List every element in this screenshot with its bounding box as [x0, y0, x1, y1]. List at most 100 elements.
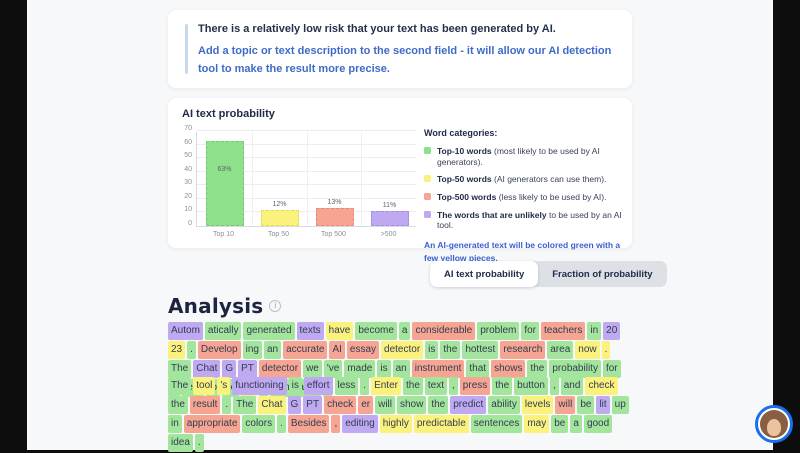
analysis-token: in: [587, 322, 602, 340]
analysis-token: The: [168, 377, 192, 395]
analysis-token: an: [392, 360, 410, 378]
analysis-token: the: [168, 396, 188, 414]
legend-item: The words that are unlikely to be used b…: [424, 210, 622, 231]
risk-message-card: There is a relatively low risk that your…: [168, 10, 632, 88]
gridline: [197, 130, 416, 131]
chart-plot-area: 63% 12% 13% 11%: [196, 130, 416, 227]
analysis-token: and: [560, 377, 584, 395]
analysis-token: text: [424, 377, 448, 395]
analysis-token: atically: [204, 322, 242, 340]
analysis-token: 23: [168, 341, 186, 359]
analysis-token: area: [547, 341, 574, 359]
analysis-token: be: [551, 415, 569, 433]
analysis-token: show: [396, 396, 427, 414]
y-tick-label: 60: [184, 138, 192, 146]
tab-ai-text-probability[interactable]: AI text probability: [430, 261, 539, 287]
risk-note: Add a topic or text description to the s…: [198, 45, 612, 76]
risk-message-bold: relatively low risk: [252, 23, 345, 35]
analysis-token: PT: [238, 360, 257, 378]
bar-value-label: 12%: [272, 200, 287, 208]
y-tick-label: 0: [188, 220, 192, 227]
y-tick-label: 40: [184, 165, 192, 173]
analysis-token: essay: [346, 341, 380, 359]
analysis-token: the: [440, 341, 461, 359]
analysis-token: sentences: [470, 415, 523, 433]
chart-card: AI text probability 0 10 20 30 40 50 60 70 63% 1…: [168, 98, 632, 263]
analysis-token: that: [466, 360, 490, 378]
analysis-token: detector: [258, 360, 302, 378]
analysis-token: research: [500, 341, 546, 359]
chart-legend: Word categories: Top-10 words (most like…: [424, 128, 622, 264]
analysis-token: the: [527, 360, 548, 378]
analysis-token: we: [303, 360, 322, 378]
analysis-token: good: [583, 415, 613, 433]
legend-swatch-icon: [424, 175, 431, 183]
analysis-token: er: [358, 396, 374, 414]
bar-value-label: 13%: [327, 199, 342, 207]
analysis-token: idea: [168, 434, 193, 452]
analysis-token: predictable: [413, 415, 469, 433]
analysis-token: levels: [521, 396, 554, 414]
analysis-token: have: [325, 322, 354, 340]
analysis-token: hottest: [462, 341, 499, 359]
legend-item: Top-10 words (most likely to be used by …: [424, 146, 622, 167]
analysis-token: result: [189, 396, 221, 414]
bar-top-500: [315, 208, 354, 226]
legend-item: Top-50 words (AI generators can use them…: [424, 174, 622, 185]
gridline-vertical: [306, 132, 308, 226]
support-chat-button[interactable]: [755, 405, 793, 443]
y-tick-label: 30: [184, 179, 192, 187]
legend-swatch-icon: [424, 210, 431, 218]
y-tick-label: 20: [184, 192, 192, 200]
analysis-token: .: [601, 341, 611, 359]
risk-message-pre: There is a: [198, 23, 253, 35]
info-icon[interactable]: i: [269, 300, 282, 312]
analysis-token: ,: [449, 377, 458, 395]
analysis-token: Besides: [287, 415, 330, 433]
legend-item-label: The words that are unlikely to be used b…: [437, 209, 622, 231]
chart-view-toggle: AI text probability Fraction of probabil…: [430, 261, 667, 287]
analysis-token: ,: [549, 377, 559, 395]
analysis-token: instrument: [411, 360, 465, 378]
analysis-token: 20: [603, 322, 621, 340]
gridline-vertical: [251, 132, 253, 226]
analysis-token: accurate: [283, 341, 328, 359]
accent-bar: [185, 24, 188, 74]
analysis-token: generated: [243, 322, 295, 340]
analysis-token: press: [459, 377, 491, 395]
analysis-token: is: [377, 360, 391, 378]
analysis-paragraph-2: The tool's functioning is effort less. Enter th…: [168, 377, 634, 453]
chart-title: AI text probability: [182, 108, 275, 120]
analysis-token: appropriate: [183, 415, 241, 433]
analysis-token: predict: [450, 396, 487, 414]
analysis-token: is: [288, 377, 302, 395]
analysis-token: The: [233, 396, 257, 414]
legend-swatch-icon: [424, 147, 431, 154]
legend-note: An AI-generated text will be colored gre…: [424, 239, 621, 263]
analysis-token: AI: [329, 341, 345, 359]
analysis-token: the: [402, 377, 423, 395]
analysis-token: made: [344, 360, 376, 378]
legend-item-label: Top-50 words (AI generators can use them…: [437, 174, 607, 185]
analysis-token: functioning: [232, 377, 287, 395]
analysis-token: probability: [549, 360, 601, 378]
analysis-token: will: [555, 396, 576, 414]
bar-top-10: 63%: [205, 140, 244, 226]
analysis-token: the: [492, 377, 513, 395]
analysis-token: ,: [331, 415, 341, 433]
legend-item-label: Top-500 words (less likely to be used by…: [437, 191, 607, 202]
y-tick-label: 10: [184, 206, 192, 214]
analysis-token: button: [514, 377, 548, 395]
gridline-vertical: [361, 132, 363, 226]
analysis-token: ability: [488, 396, 520, 414]
analysis-token: problem: [477, 322, 520, 340]
analysis-token: .: [222, 396, 232, 414]
tab-fraction-of-probability[interactable]: Fraction of probability: [538, 261, 666, 287]
analysis-token: lit: [596, 396, 610, 414]
analysis-token: is: [425, 341, 439, 359]
analysis-token: editing: [342, 415, 378, 433]
analysis-token: G: [222, 360, 237, 378]
y-tick-label: 50: [184, 152, 192, 160]
analysis-token: Develop: [197, 341, 241, 359]
analysis-token: .: [187, 341, 196, 359]
